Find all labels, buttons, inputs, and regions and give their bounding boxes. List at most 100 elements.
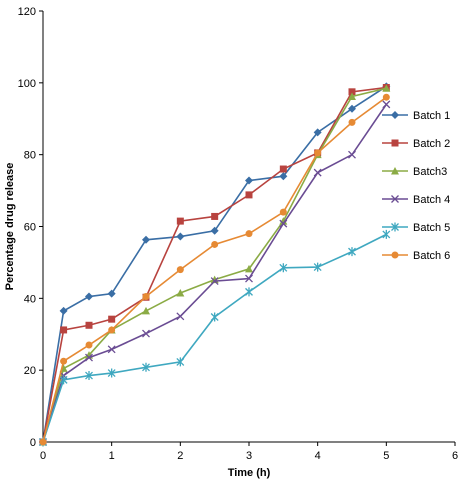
data-point: [176, 357, 185, 367]
y-tick-label: 80: [24, 150, 36, 162]
data-point: [60, 357, 68, 365]
data-point: [142, 293, 150, 301]
data-point: [59, 306, 68, 315]
data-point: [85, 341, 93, 349]
data-point: [348, 92, 356, 100]
data-point: [176, 266, 184, 274]
legend-label: Batch 5: [413, 222, 450, 234]
x-tick-label: 4: [315, 450, 321, 462]
legend-swatch-marker: [391, 139, 399, 147]
data-point: [382, 229, 391, 239]
data-point: [85, 353, 93, 362]
data-point: [348, 88, 356, 96]
series-line: [42, 85, 387, 443]
data-point: [108, 315, 116, 323]
data-point: [210, 226, 219, 235]
legend-item: Batch 5: [382, 222, 450, 234]
data-point: [245, 274, 253, 283]
series-line: [42, 87, 387, 443]
data-point: [245, 176, 253, 185]
legend-label: Batch 4: [413, 194, 450, 206]
x-tick-label: 5: [383, 450, 389, 462]
x-tick-label: 1: [109, 450, 115, 462]
data-point: [176, 312, 185, 321]
data-point: [313, 262, 322, 272]
series-layer: [39, 82, 391, 447]
y-tick-label: 60: [24, 222, 36, 234]
data-point: [142, 306, 150, 315]
legend-swatch-marker: [391, 195, 399, 203]
legend-swatch-marker: [391, 167, 399, 175]
x-tick-label: 0: [40, 450, 46, 462]
data-point: [176, 288, 185, 297]
data-point: [210, 277, 219, 286]
data-point: [279, 172, 288, 181]
legend-item: Batch 1: [382, 110, 450, 122]
legend-item: Batch 4: [382, 194, 450, 206]
series-line: [42, 103, 387, 443]
y-tick-label: 40: [24, 293, 36, 305]
x-tick-label: 3: [246, 450, 252, 462]
data-point: [107, 368, 116, 378]
data-point: [210, 312, 219, 322]
series-line: [42, 96, 387, 443]
y-tick-label: 100: [18, 78, 36, 90]
data-point: [279, 263, 288, 273]
legend-item: Batch 2: [382, 138, 450, 150]
data-point: [279, 219, 288, 228]
series-1: [39, 82, 391, 446]
data-point: [39, 438, 47, 446]
data-point: [279, 217, 288, 225]
series-2: [39, 84, 390, 446]
data-point: [85, 321, 93, 329]
legend-swatch-marker: [391, 111, 399, 119]
data-point: [245, 191, 253, 199]
data-point: [85, 371, 93, 381]
data-point: [107, 289, 116, 298]
data-point: [60, 326, 68, 334]
data-point: [313, 168, 322, 177]
data-point: [279, 208, 287, 216]
data-point: [245, 287, 253, 297]
data-point: [382, 100, 391, 109]
legend-item: Batch3: [382, 166, 447, 178]
data-point: [142, 362, 150, 372]
y-tick-label: 120: [18, 6, 36, 18]
series-5: [39, 229, 391, 447]
axes: 0 20 40 60 80 100 120 0 1 2 3 4 5 6: [18, 6, 458, 462]
data-point: [85, 292, 94, 301]
data-point: [348, 104, 356, 113]
data-point: [382, 93, 390, 101]
legend-item: Batch 6: [382, 250, 450, 262]
data-point: [211, 212, 219, 220]
data-point: [142, 235, 150, 244]
data-point: [348, 118, 356, 126]
data-point: [245, 230, 253, 238]
legend: Batch 1 Batch 2 Batch3 Batch 4 Batch 5 Batch …: [382, 110, 450, 262]
series-line: [42, 86, 387, 443]
data-point: [348, 247, 356, 257]
legend-label: Batch 1: [413, 110, 450, 122]
data-point: [313, 128, 322, 137]
data-point: [59, 375, 68, 385]
series-line: [42, 233, 387, 443]
legend-swatch-marker: [391, 222, 399, 232]
legend-label: Batch 2: [413, 138, 450, 150]
legend-label: Batch3: [413, 166, 447, 178]
series-4: [39, 100, 391, 446]
data-point: [108, 326, 116, 334]
data-point: [314, 149, 322, 157]
legend-label: Batch 6: [413, 250, 450, 262]
data-point: [211, 240, 219, 248]
legend-swatch-marker: [391, 251, 399, 259]
data-point: [142, 329, 150, 338]
y-tick-label: 0: [30, 437, 36, 449]
data-point: [279, 165, 287, 173]
data-point: [382, 84, 391, 92]
y-tick-label: 20: [24, 365, 36, 377]
data-point: [348, 150, 356, 159]
data-point: [176, 232, 185, 241]
data-point: [176, 217, 184, 225]
x-tick-label: 2: [177, 450, 183, 462]
